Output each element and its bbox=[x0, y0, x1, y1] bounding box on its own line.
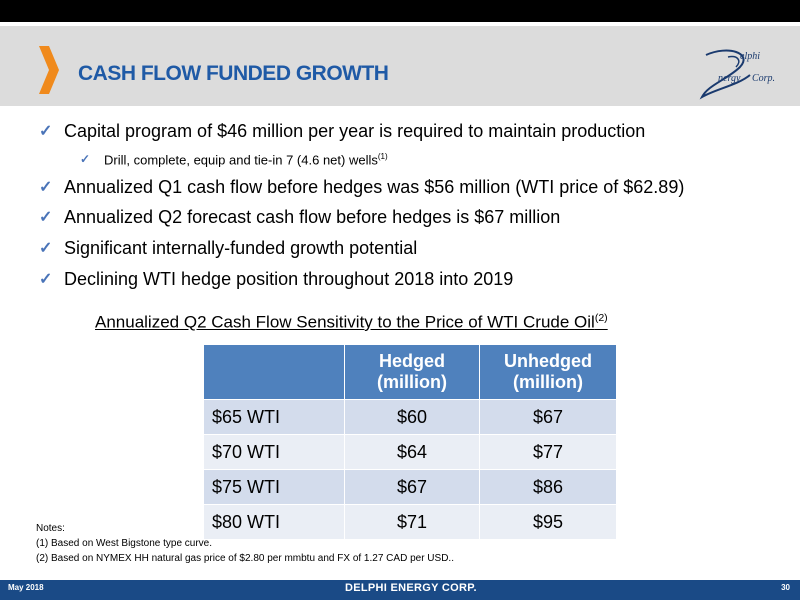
check-icon: ✓ bbox=[39, 271, 53, 288]
table-cell: $77 bbox=[479, 434, 617, 470]
chevron-icon bbox=[39, 46, 59, 94]
table-cell: $80 WTI bbox=[203, 504, 345, 540]
page-number: 30 bbox=[781, 583, 790, 592]
company-logo: elphi nergy Corp. bbox=[698, 45, 784, 103]
table-row: $70 WTI $64 $77 bbox=[203, 434, 617, 470]
table-cell: $70 WTI bbox=[203, 434, 345, 470]
table-header-unhedged: Unhedged (million) bbox=[479, 344, 617, 400]
slide-title: CASH FLOW FUNDED GROWTH bbox=[78, 62, 389, 85]
bullet-2: Annualized Q1 cash flow before hedges wa… bbox=[64, 177, 685, 197]
sensitivity-table: Hedged (million) Unhedged (million) $65 WT… bbox=[203, 344, 617, 540]
table-cell: $60 bbox=[344, 399, 480, 435]
table-header-row: Hedged (million) Unhedged (million) bbox=[203, 344, 617, 400]
table-cell: $67 bbox=[344, 469, 480, 505]
footer-date: May 2018 bbox=[8, 583, 44, 592]
table-cell: $65 WTI bbox=[203, 399, 345, 435]
table-row: $75 WTI $67 $86 bbox=[203, 469, 617, 505]
table-cell: $95 bbox=[479, 504, 617, 540]
table-cell: $71 bbox=[344, 504, 480, 540]
footer-company: DELPHI ENERGY CORP. bbox=[345, 582, 477, 594]
check-icon: ✓ bbox=[39, 179, 53, 196]
bullet-4: Significant internally-funded growth pot… bbox=[64, 238, 418, 258]
table-cell: $75 WTI bbox=[203, 469, 345, 505]
notes-heading: Notes: bbox=[36, 523, 65, 534]
logo-text-2: nergy bbox=[718, 73, 741, 84]
logo-text-3: Corp. bbox=[752, 73, 776, 84]
bullet-1-sub: Drill, complete, equip and tie-in 7 (4.6… bbox=[104, 152, 388, 168]
bullet-1: Capital program of $46 million per year … bbox=[64, 121, 646, 141]
check-icon: ✓ bbox=[80, 152, 91, 166]
table-cell: $86 bbox=[479, 469, 617, 505]
table-header-blank bbox=[203, 344, 345, 400]
table-header-hedged: Hedged (million) bbox=[344, 344, 480, 400]
table-cell: $67 bbox=[479, 399, 617, 435]
bullet-5: Declining WTI hedge position throughout … bbox=[64, 269, 514, 289]
logo-swoosh-icon bbox=[699, 49, 751, 100]
table-row: $65 WTI $60 $67 bbox=[203, 399, 617, 435]
check-icon: ✓ bbox=[39, 123, 53, 140]
table-cell: $64 bbox=[344, 434, 480, 470]
note-2: (2) Based on NYMEX HH natural gas price … bbox=[36, 553, 454, 564]
notes: Notes: (1) Based on West Bigstone type c… bbox=[36, 521, 454, 566]
title-band bbox=[0, 26, 800, 106]
footer-bar bbox=[0, 580, 800, 600]
logo-text-1: elphi bbox=[740, 51, 760, 62]
note-1: (1) Based on West Bigstone type curve. bbox=[36, 538, 213, 549]
bullet-3: Annualized Q2 forecast cash flow before … bbox=[64, 207, 561, 227]
table-row: $80 WTI $71 $95 bbox=[203, 504, 617, 540]
check-icon: ✓ bbox=[39, 209, 53, 226]
check-icon: ✓ bbox=[39, 240, 53, 257]
table-title: Annualized Q2 Cash Flow Sensitivity to t… bbox=[95, 312, 608, 332]
